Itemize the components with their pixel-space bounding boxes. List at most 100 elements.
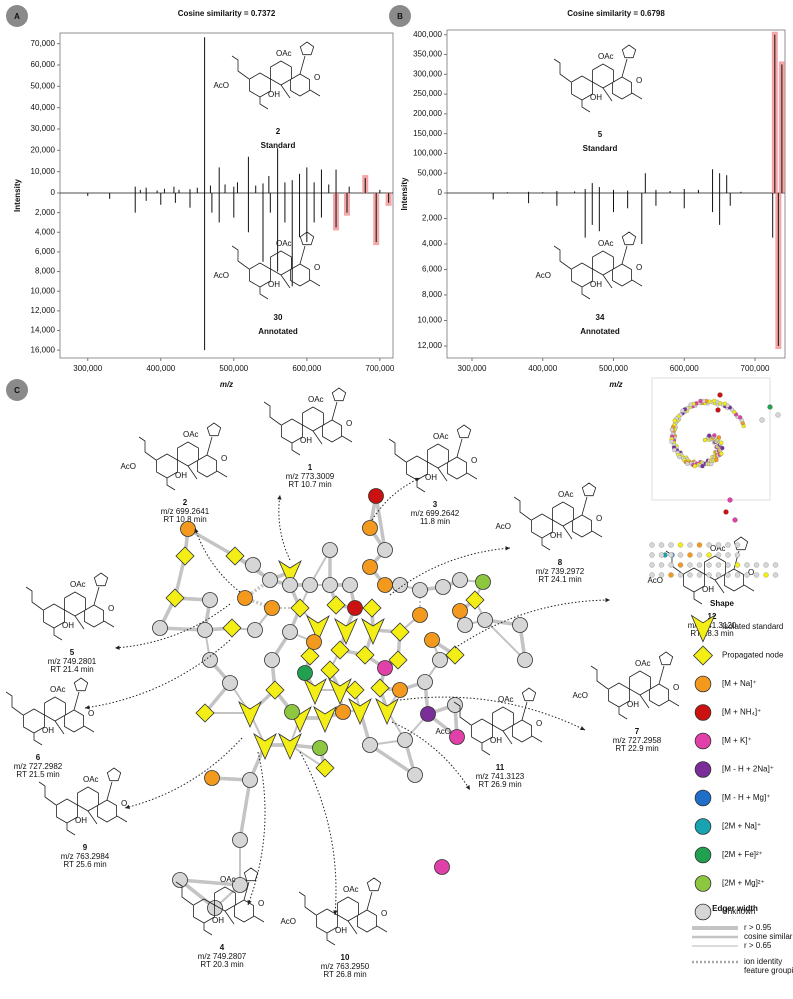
ion-node [392,577,408,593]
thumb-node [715,552,722,558]
series-name: Annotated [258,327,298,336]
chart-title: Cosine similarity = 0.6798 [567,9,665,18]
ion-node [447,697,463,713]
x-tick-label: 600,000 [670,364,699,373]
compound-rt: RT 28.3 min [690,629,733,638]
thumbnail-frame [651,377,771,501]
structure-atom: OAc [498,695,514,704]
ion-node [197,622,213,638]
compound-rt: RT 26.9 min [478,780,521,789]
thumb-node [715,572,722,578]
structure [665,536,755,605]
thumb-node [725,552,731,558]
thumb-node [722,401,728,406]
compound-rt: RT 24.1 min [538,575,581,584]
y-tick-label: 300,000 [413,69,442,78]
thumb-node [658,552,665,558]
propagated-node [195,703,215,723]
ion-node [412,582,428,598]
structure [298,877,388,946]
series-name: Standard [261,141,296,150]
propagated-node [390,622,410,642]
y-tick-label: 2,000 [422,214,443,223]
standard-node [334,617,358,645]
propagated-node [222,618,242,638]
thumb-node [698,398,703,404]
link-arrow [299,751,337,916]
thumb-node [715,562,722,568]
compound-rt: RT 20.3 min [200,960,243,969]
thumb-node [712,398,717,403]
y-tick-label: 60,000 [31,60,56,69]
thumb-node [715,542,722,548]
panel-letter: C [14,386,20,395]
ion-node [420,706,436,722]
x-tick-label: 700,000 [741,364,770,373]
structure-atom: OH [268,90,280,99]
legend-label: [2M + Na]⁺ [722,822,761,831]
thumb-node [772,572,779,578]
compound-mz: m/z 763.2984 [61,852,110,861]
arrow-head [194,528,199,533]
thumb-node [677,562,684,568]
edges [158,495,527,910]
thumb-node [775,412,781,418]
y-tick-label: 2,000 [35,208,56,217]
link-arrow [194,527,241,593]
thumb-node [696,552,703,558]
structure-atom: OH [212,916,224,925]
arrow-head [605,597,610,603]
structure-atom: AcO [120,462,136,471]
ion-node [424,632,440,648]
y-tick-label: 30,000 [31,124,56,133]
thumb-node [687,552,693,558]
structure [590,651,680,720]
arrow-head [415,477,420,482]
compound-mz: m/z 699.2642 [411,509,460,518]
thumb-node [706,562,712,568]
thumb-node [706,552,712,558]
ion-node [362,737,378,753]
thumb-node [732,517,738,523]
network-edge [374,495,387,551]
standard-node [361,617,385,645]
propagated-node [290,598,310,618]
network-edge [369,743,416,777]
structure-atom: OAc [220,875,236,884]
ion-node [232,832,248,848]
ion-node [262,572,278,588]
thumb-node [669,439,674,444]
link-arrow [371,477,421,521]
compound-mz: m/z 741.3120 [688,621,737,630]
structure-atom: AcO [647,576,663,585]
panel-badge [389,5,411,27]
structure-atom: OAc [710,544,726,553]
compound-number: 3 [433,500,438,509]
ion-node [694,675,712,693]
ion-node [247,622,263,638]
structure-atom: OAc [308,395,324,404]
standard-node [348,697,372,725]
thumb-node [734,562,741,568]
y-tick-label: 0 [438,188,443,197]
y-tick-label: 350,000 [413,50,442,59]
compound-number: 7 [635,727,640,736]
network-edge [289,744,326,769]
propagated-node [225,546,245,566]
ion-node [694,875,712,892]
structure-atom: AcO [435,727,451,736]
structure-atom: OH [300,436,312,445]
ion-node [694,903,712,921]
structure-atom: AcO [280,917,296,926]
ion-node [297,665,313,681]
ion-node [417,674,433,690]
ion-node [362,520,378,536]
legend-label: [2M + Fe]²⁺ [722,850,763,859]
compound-number: 1 [308,463,313,472]
structure-atom: OH [590,280,602,289]
propagated-node [330,640,350,660]
compound-mz: m/z 741.3123 [476,772,525,781]
y-tick-label: 16,000 [31,345,56,354]
x-tick-label: 600,000 [292,364,321,373]
y-tick-label: 20,000 [31,145,56,154]
